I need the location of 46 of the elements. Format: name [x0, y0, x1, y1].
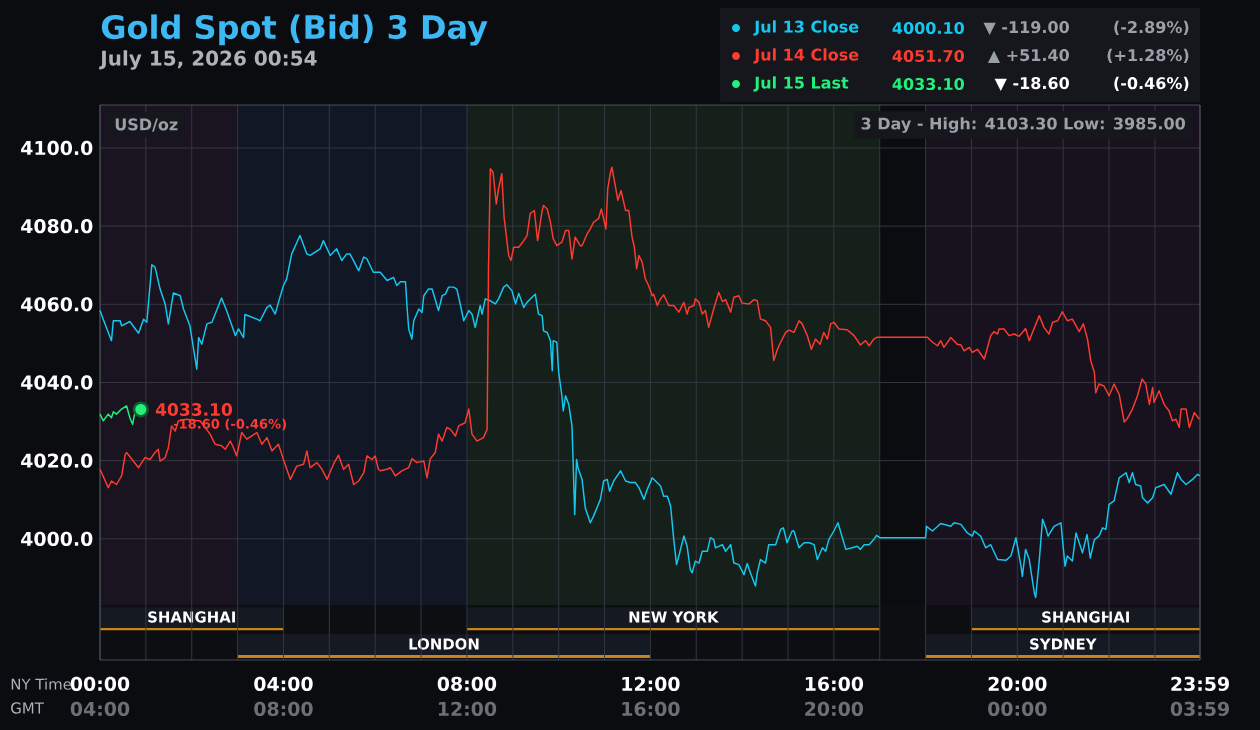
text: (-0.46%) — [1114, 76, 1189, 92]
legend-label: Jul 13 Close — [753, 20, 859, 36]
y-tick-label: 4000.0 — [21, 531, 93, 546]
text: 4033.10 — [892, 77, 964, 91]
chart-subtitle: July 15, 2026 00:54 — [99, 50, 317, 70]
y-tick-label: 4020.0 — [21, 453, 93, 468]
annotation: 3 Day - High: 4103.30 Low: 3985.00 — [861, 117, 1186, 133]
annotation: 4033.10 — [155, 402, 233, 416]
y-tick-label: 4040.0 — [21, 375, 93, 390]
text: ▼ -119.00 — [983, 21, 1069, 35]
band-label: SHANGHAI — [148, 611, 235, 623]
chart-title: Gold Spot (Bid) 3 Day — [101, 14, 488, 46]
legend-label: Jul 14 Close — [753, 48, 859, 64]
x-axis-title: NY Time — [11, 678, 72, 690]
x2-tick-label: 20:00 — [805, 701, 864, 717]
band-label: NEW YORK — [629, 611, 719, 623]
text: (-2.89%) — [1114, 20, 1189, 36]
band-label: SYDNEY — [1030, 638, 1097, 650]
x2-tick-label: 00:00 — [988, 701, 1047, 717]
x-tick-label: 08:00 — [437, 676, 497, 692]
text: 4000.10 — [892, 21, 964, 35]
x2-axis-title: GMT — [11, 702, 44, 714]
x-tick-label: 23:59 — [1171, 676, 1229, 692]
y-tick-label: 4080.0 — [21, 218, 93, 234]
x2-tick-label: 12:00 — [438, 701, 497, 717]
x-tick-label: 20:00 — [988, 676, 1047, 692]
text: (+1.28%) — [1107, 48, 1189, 64]
x-tick-label: 00:00 — [70, 676, 130, 692]
text: ▲ +51.40 — [987, 49, 1069, 63]
line-series — [99, 234, 1201, 599]
band-label: SHANGHAI — [1042, 611, 1129, 623]
legend-label: Jul 15 Last — [753, 76, 849, 92]
annotation: USD/oz — [115, 118, 178, 132]
x2-tick-label: 08:00 — [254, 701, 313, 717]
x2-tick-label: 04:00 — [70, 701, 130, 717]
y-tick-label: 4100.0 — [21, 140, 93, 156]
x-tick-label: 16:00 — [805, 676, 864, 692]
x-tick-label: 12:00 — [622, 676, 680, 692]
x-tick-label: 04:00 — [254, 676, 313, 692]
x2-tick-label: 03:59 — [1170, 701, 1229, 717]
y-tick-label: 4060.0 — [21, 297, 93, 312]
band-label: LONDON — [409, 638, 479, 650]
line-series — [99, 166, 1201, 489]
x2-tick-label: 16:00 — [622, 701, 680, 717]
text: 4051.70 — [892, 49, 964, 63]
text: ▼ -18.60 — [994, 77, 1069, 91]
